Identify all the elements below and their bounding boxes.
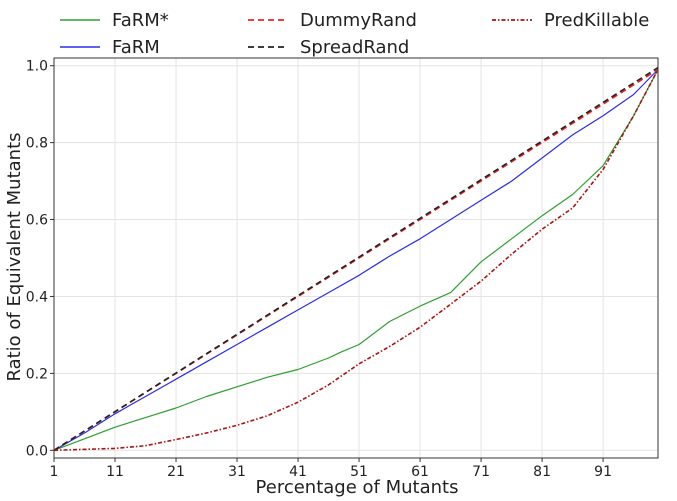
x-tick-label: 71 [472, 464, 490, 480]
x-tick-label: 31 [228, 464, 246, 480]
y-tick-label: 0.0 [26, 443, 48, 459]
y-tick-label: 0.4 [26, 289, 48, 305]
legend: FaRM* FaRM DummyRand SpreadRand PredKillable [60, 10, 649, 58]
series-lines [53, 66, 659, 452]
x-tick-label: 91 [594, 464, 612, 480]
legend-item-dummyrand: DummyRand [248, 10, 417, 31]
legend-item-spreadrand: SpreadRand [248, 37, 409, 58]
series-line-spreadrand [53, 66, 659, 451]
legend-label: DummyRand [300, 10, 417, 31]
x-tick-label: 61 [411, 464, 429, 480]
plot-area-frame [53, 57, 659, 459]
x-tick-label: 21 [167, 464, 185, 480]
legend-item-farm: FaRM [60, 37, 160, 58]
legend-label: PredKillable [544, 10, 649, 31]
axis-ticks: 1 11 21 31 41 51 61 71 81 910.00.20.40.60.81.0 [26, 59, 612, 480]
y-axis-title: Ratio of Equivalent Mutants [4, 132, 25, 381]
x-tick-label: 81 [533, 464, 551, 480]
y-tick-label: 0.2 [26, 366, 48, 382]
series-line-farm [53, 69, 659, 451]
legend-item-farm-: FaRM* [60, 10, 169, 31]
x-tick-label: 1 [50, 464, 59, 480]
series-line-dummyrand [53, 68, 659, 451]
x-tick-label: 51 [350, 464, 368, 480]
x-tick-label: 11 [106, 464, 124, 480]
legend-label: FaRM* [112, 10, 169, 31]
legend-item-predkillable: PredKillable [492, 10, 649, 31]
x-tick-label: 41 [289, 464, 307, 480]
x-axis-title: Percentage of Mutants [256, 477, 459, 498]
series-line-predkillable [53, 69, 659, 452]
legend-label: SpreadRand [300, 37, 409, 58]
series-line-farm- [53, 69, 659, 451]
y-tick-label: 1.0 [26, 59, 48, 75]
y-tick-label: 0.6 [26, 213, 48, 229]
y-tick-label: 0.8 [26, 136, 48, 152]
legend-label: FaRM [112, 37, 160, 58]
grid [53, 58, 658, 458]
